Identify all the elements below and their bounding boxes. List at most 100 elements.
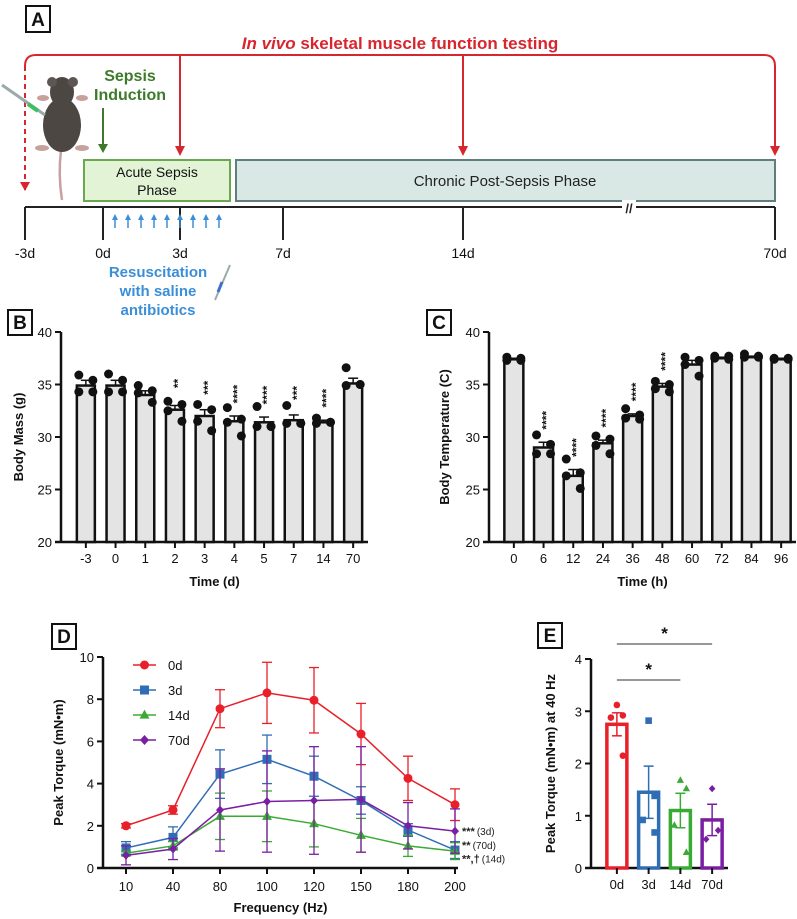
x-axis-title: Time (h): [617, 574, 667, 589]
y-tick-label: 25: [466, 483, 480, 498]
bar: [740, 355, 763, 544]
series-line: [125, 692, 456, 827]
data-point: [645, 717, 652, 724]
chronic-phase-label: Chronic Post-Sepsis Phase: [414, 173, 597, 190]
data-point: [355, 380, 365, 389]
y-tick-label: 20: [38, 535, 52, 550]
data-point: [561, 454, 571, 464]
significance-stars: ****: [599, 408, 613, 427]
x-tick-label: 2: [171, 551, 178, 566]
data-point: [502, 355, 512, 365]
y-tick-label: 4: [575, 652, 582, 667]
y-tick-label: 0: [575, 861, 582, 876]
y-tick-label: 30: [466, 430, 480, 445]
bar-group-0: 0: [502, 352, 526, 566]
data-point: [222, 417, 232, 427]
axis-break-mark: //: [625, 201, 633, 216]
significance-stars: **: [171, 379, 185, 389]
arrowhead-icon: [20, 182, 30, 191]
bar-group--3: -3: [74, 370, 98, 566]
bar-group-3d: 3d: [636, 717, 661, 892]
x-tick-label: 3: [201, 551, 208, 566]
bar: [283, 418, 304, 544]
data-point: [163, 406, 173, 416]
data-point: [670, 821, 679, 828]
data-point: [664, 387, 674, 397]
data-point: [133, 381, 143, 391]
acute-phase-box: [83, 159, 231, 202]
y-tick-label: 8: [87, 692, 94, 707]
y-tick-label: 2: [575, 757, 582, 772]
data-point: [309, 695, 319, 705]
data-point: [651, 792, 658, 800]
data-point: [236, 414, 246, 424]
x-tick-label: 48: [655, 551, 669, 566]
bar: [770, 358, 792, 544]
y-axis-title: Peak Torque (mN•m): [51, 699, 66, 825]
data-point: [694, 371, 704, 381]
y-tick-label: 4: [87, 777, 94, 792]
significance-star: *: [661, 624, 668, 643]
bar-group-96: 96: [769, 353, 793, 566]
y-tick-label: 2: [87, 819, 94, 834]
bar-group-24: 24 ****: [591, 408, 615, 566]
arrowhead-icon: [190, 214, 196, 220]
data-point: [516, 355, 526, 365]
data-point: [357, 795, 365, 804]
data-point: [147, 397, 157, 407]
data-point: [650, 384, 660, 394]
x-tick-label: 36: [625, 551, 639, 566]
data-point: [621, 404, 631, 414]
data-point: [88, 387, 98, 397]
bar: [711, 357, 733, 544]
data-point: [168, 832, 178, 842]
data-point: [676, 776, 685, 783]
data-point: [591, 431, 601, 441]
bar-group-70: 70: [341, 363, 365, 566]
bar-group-1: 1: [133, 381, 157, 566]
y-tick-label: 40: [38, 325, 52, 340]
resuscitation-line3: antibiotics: [120, 302, 195, 319]
bar: [253, 421, 275, 544]
data-point: [639, 816, 646, 824]
bar-group-14: 14 ****: [311, 389, 335, 566]
acute-phase-line1: Acute Sepsis: [116, 164, 198, 180]
data-point: [605, 434, 615, 444]
bar-group-2: 2 **: [163, 379, 187, 566]
x-tick-label: 96: [774, 551, 788, 566]
x-tick-label: 80: [213, 879, 227, 894]
arrowhead-icon: [177, 214, 183, 220]
data-point: [341, 381, 351, 391]
data-point: [216, 805, 224, 815]
timeline-tick-label: 0d: [95, 245, 111, 261]
x-tick-label: 200: [444, 879, 466, 894]
panel-label-box: [426, 309, 452, 336]
bar-group-72: 72: [710, 351, 734, 566]
significance-star: *: [645, 660, 652, 679]
data-point: [88, 375, 98, 385]
data-point: [546, 449, 556, 459]
x-tick-label: 150: [350, 879, 372, 894]
significance-stars: ****: [540, 411, 554, 430]
panel-label-c: C: [432, 313, 446, 334]
bar: [621, 414, 644, 544]
arrowhead-icon: [175, 146, 185, 156]
series-line: [125, 798, 456, 857]
panel-a-timeline: A In vivo skeletal muscle function testi…: [1, 5, 787, 319]
significance-annotation: *** (3d): [462, 826, 495, 838]
y-tick-label: 30: [38, 430, 52, 445]
data-point: [266, 422, 276, 431]
y-tick-label: 25: [38, 483, 52, 498]
arrowhead-icon: [125, 214, 131, 220]
x-tick-label: 100: [256, 879, 278, 894]
timeline-tick-label: 14d: [451, 245, 474, 261]
data-point: [575, 468, 585, 478]
x-tick-label: 5: [260, 551, 267, 566]
data-point: [682, 848, 691, 855]
legend-marker-diamond: [140, 735, 149, 745]
y-tick-label: 10: [80, 650, 94, 665]
bar: [681, 363, 703, 544]
data-point: [635, 414, 645, 424]
timeline-tick-label: 70d: [763, 245, 786, 261]
data-point: [121, 821, 131, 831]
